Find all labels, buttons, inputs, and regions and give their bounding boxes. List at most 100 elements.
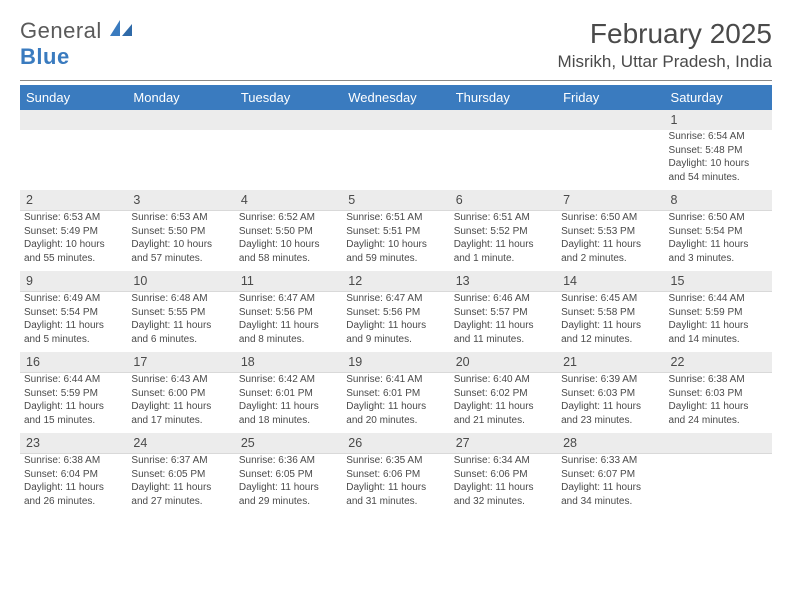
daylight-text-2: and 2 minutes.: [561, 252, 660, 266]
day-cell: Sunrise: 6:53 AMSunset: 5:50 PMDaylight:…: [127, 211, 234, 272]
brand-word1: General: [20, 18, 102, 43]
daylight-text-2: and 6 minutes.: [131, 333, 230, 347]
day-number-cell: 15: [665, 271, 772, 292]
daylight-text-1: Daylight: 10 hours: [239, 238, 338, 252]
dow-friday: Friday: [557, 85, 664, 110]
daylight-text-2: and 5 minutes.: [24, 333, 123, 347]
brand-sail-icon: [108, 18, 134, 38]
sunset-text: Sunset: 5:52 PM: [454, 225, 553, 239]
daylight-text-2: and 12 minutes.: [561, 333, 660, 347]
dow-monday: Monday: [127, 85, 234, 110]
day-number-cell: 8: [665, 190, 772, 211]
sunset-text: Sunset: 6:03 PM: [561, 387, 660, 401]
day-cell: Sunrise: 6:52 AMSunset: 5:50 PMDaylight:…: [235, 211, 342, 272]
day-number-cell: [235, 110, 342, 130]
daylight-text-1: Daylight: 11 hours: [131, 319, 230, 333]
sunrise-text: Sunrise: 6:50 AM: [669, 211, 768, 225]
header: General Blue February 2025 Misrikh, Utta…: [20, 18, 772, 72]
day-number-cell: 11: [235, 271, 342, 292]
sunset-text: Sunset: 5:57 PM: [454, 306, 553, 320]
daylight-text-2: and 20 minutes.: [346, 414, 445, 428]
brand-word2: Blue: [20, 44, 70, 69]
sunrise-text: Sunrise: 6:47 AM: [239, 292, 338, 306]
day-cell: Sunrise: 6:44 AMSunset: 5:59 PMDaylight:…: [20, 373, 127, 434]
day-number-cell: 9: [20, 271, 127, 292]
daylight-text-2: and 14 minutes.: [669, 333, 768, 347]
sunset-text: Sunset: 5:58 PM: [561, 306, 660, 320]
day-number-cell: 14: [557, 271, 664, 292]
day-number-cell: [665, 433, 772, 454]
sunset-text: Sunset: 6:03 PM: [669, 387, 768, 401]
sunset-text: Sunset: 6:06 PM: [346, 468, 445, 482]
dow-sunday: Sunday: [20, 85, 127, 110]
daylight-text-1: Daylight: 10 hours: [346, 238, 445, 252]
daylight-text-1: Daylight: 11 hours: [239, 400, 338, 414]
daynum-row: 1: [20, 110, 772, 130]
title-block: February 2025 Misrikh, Uttar Pradesh, In…: [558, 18, 772, 72]
daylight-text-1: Daylight: 11 hours: [346, 481, 445, 495]
sunset-text: Sunset: 5:53 PM: [561, 225, 660, 239]
daylight-text-1: Daylight: 11 hours: [131, 481, 230, 495]
week-row: Sunrise: 6:49 AMSunset: 5:54 PMDaylight:…: [20, 292, 772, 353]
calendar-body: 1 Sunrise: 6:54 AMSunset: 5:48 PMDayligh…: [20, 110, 772, 514]
dow-thursday: Thursday: [450, 85, 557, 110]
daylight-text-2: and 18 minutes.: [239, 414, 338, 428]
day-cell: Sunrise: 6:42 AMSunset: 6:01 PMDaylight:…: [235, 373, 342, 434]
sunset-text: Sunset: 6:07 PM: [561, 468, 660, 482]
daylight-text-2: and 11 minutes.: [454, 333, 553, 347]
day-cell: Sunrise: 6:51 AMSunset: 5:51 PMDaylight:…: [342, 211, 449, 272]
sunrise-text: Sunrise: 6:39 AM: [561, 373, 660, 387]
day-cell: Sunrise: 6:38 AMSunset: 6:04 PMDaylight:…: [20, 454, 127, 515]
sunrise-text: Sunrise: 6:42 AM: [239, 373, 338, 387]
empty-cell: [557, 130, 664, 190]
sunrise-text: Sunrise: 6:53 AM: [24, 211, 123, 225]
sunrise-text: Sunrise: 6:53 AM: [131, 211, 230, 225]
daylight-text-2: and 27 minutes.: [131, 495, 230, 509]
daylight-text-2: and 55 minutes.: [24, 252, 123, 266]
day-number-cell: [557, 110, 664, 130]
day-number-cell: 7: [557, 190, 664, 211]
day-number-cell: 12: [342, 271, 449, 292]
day-cell: Sunrise: 6:50 AMSunset: 5:53 PMDaylight:…: [557, 211, 664, 272]
sunrise-text: Sunrise: 6:43 AM: [131, 373, 230, 387]
dow-tuesday: Tuesday: [235, 85, 342, 110]
week-row: Sunrise: 6:54 AMSunset: 5:48 PMDaylight:…: [20, 130, 772, 190]
sunrise-text: Sunrise: 6:37 AM: [131, 454, 230, 468]
daylight-text-1: Daylight: 11 hours: [561, 319, 660, 333]
sunrise-text: Sunrise: 6:49 AM: [24, 292, 123, 306]
sunset-text: Sunset: 5:59 PM: [24, 387, 123, 401]
day-number-cell: 17: [127, 352, 234, 373]
sunrise-text: Sunrise: 6:40 AM: [454, 373, 553, 387]
daylight-text-1: Daylight: 11 hours: [454, 319, 553, 333]
sunrise-text: Sunrise: 6:51 AM: [346, 211, 445, 225]
day-cell: Sunrise: 6:49 AMSunset: 5:54 PMDaylight:…: [20, 292, 127, 353]
sunset-text: Sunset: 5:56 PM: [239, 306, 338, 320]
day-number-cell: 27: [450, 433, 557, 454]
daylight-text-2: and 8 minutes.: [239, 333, 338, 347]
dow-saturday: Saturday: [665, 85, 772, 110]
day-number-cell: 1: [665, 110, 772, 130]
daylight-text-2: and 9 minutes.: [346, 333, 445, 347]
empty-cell: [450, 130, 557, 190]
daylight-text-2: and 59 minutes.: [346, 252, 445, 266]
sunrise-text: Sunrise: 6:44 AM: [24, 373, 123, 387]
sunset-text: Sunset: 6:04 PM: [24, 468, 123, 482]
location-subtitle: Misrikh, Uttar Pradesh, India: [558, 52, 772, 72]
sunset-text: Sunset: 6:00 PM: [131, 387, 230, 401]
brand-logo: General Blue: [20, 18, 134, 70]
day-number-cell: 24: [127, 433, 234, 454]
sunset-text: Sunset: 5:48 PM: [669, 144, 768, 158]
daylight-text-2: and 29 minutes.: [239, 495, 338, 509]
daylight-text-2: and 15 minutes.: [24, 414, 123, 428]
week-row: Sunrise: 6:53 AMSunset: 5:49 PMDaylight:…: [20, 211, 772, 272]
empty-cell: [20, 130, 127, 190]
day-cell: Sunrise: 6:36 AMSunset: 6:05 PMDaylight:…: [235, 454, 342, 515]
daylight-text-1: Daylight: 11 hours: [24, 400, 123, 414]
daylight-text-1: Daylight: 11 hours: [24, 481, 123, 495]
sunrise-text: Sunrise: 6:51 AM: [454, 211, 553, 225]
sunset-text: Sunset: 6:05 PM: [239, 468, 338, 482]
day-cell: Sunrise: 6:45 AMSunset: 5:58 PMDaylight:…: [557, 292, 664, 353]
sunrise-text: Sunrise: 6:48 AM: [131, 292, 230, 306]
empty-cell: [127, 130, 234, 190]
day-cell: Sunrise: 6:37 AMSunset: 6:05 PMDaylight:…: [127, 454, 234, 515]
